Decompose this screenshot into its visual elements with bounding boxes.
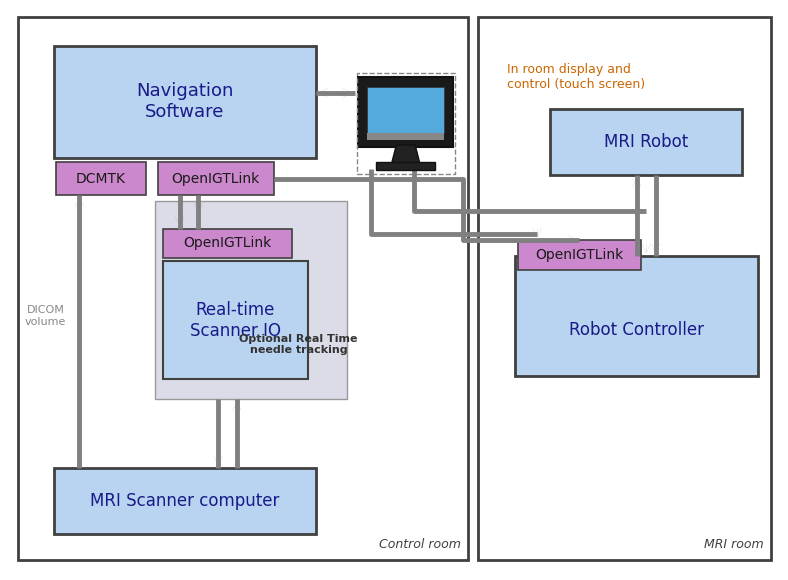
Text: Robot Controller: Robot Controller <box>569 321 704 339</box>
FancyBboxPatch shape <box>367 133 444 140</box>
FancyBboxPatch shape <box>359 77 453 147</box>
Text: MRI Scanner computer: MRI Scanner computer <box>90 492 280 510</box>
FancyBboxPatch shape <box>518 240 641 270</box>
Text: Optional Real Time
needle tracking: Optional Real Time needle tracking <box>240 334 358 356</box>
FancyBboxPatch shape <box>18 17 468 560</box>
FancyBboxPatch shape <box>551 109 742 175</box>
FancyBboxPatch shape <box>158 162 273 195</box>
FancyBboxPatch shape <box>155 201 347 399</box>
Text: OpenIGTLink: OpenIGTLink <box>535 248 623 262</box>
Text: DICOM
volume: DICOM volume <box>25 305 66 327</box>
Text: In room display and
control (touch screen): In room display and control (touch scree… <box>507 63 645 92</box>
FancyBboxPatch shape <box>367 87 444 133</box>
Text: OpenIGTLink: OpenIGTLink <box>172 172 260 186</box>
Text: OpenIGTLink: OpenIGTLink <box>184 237 272 251</box>
Text: DCMTK: DCMTK <box>76 172 126 186</box>
FancyBboxPatch shape <box>515 256 758 376</box>
FancyBboxPatch shape <box>478 17 771 560</box>
FancyBboxPatch shape <box>54 468 316 534</box>
FancyBboxPatch shape <box>54 46 316 158</box>
FancyBboxPatch shape <box>163 261 308 379</box>
FancyBboxPatch shape <box>163 229 292 259</box>
Text: Control room: Control room <box>378 538 460 552</box>
Text: MRI room: MRI room <box>704 538 764 552</box>
Text: Navigation
Software: Navigation Software <box>136 82 233 121</box>
FancyBboxPatch shape <box>376 162 436 170</box>
FancyBboxPatch shape <box>56 162 146 195</box>
Polygon shape <box>392 145 420 164</box>
Text: MRI Robot: MRI Robot <box>604 133 689 151</box>
Text: Real-time
Scanner IO: Real-time Scanner IO <box>190 301 281 339</box>
